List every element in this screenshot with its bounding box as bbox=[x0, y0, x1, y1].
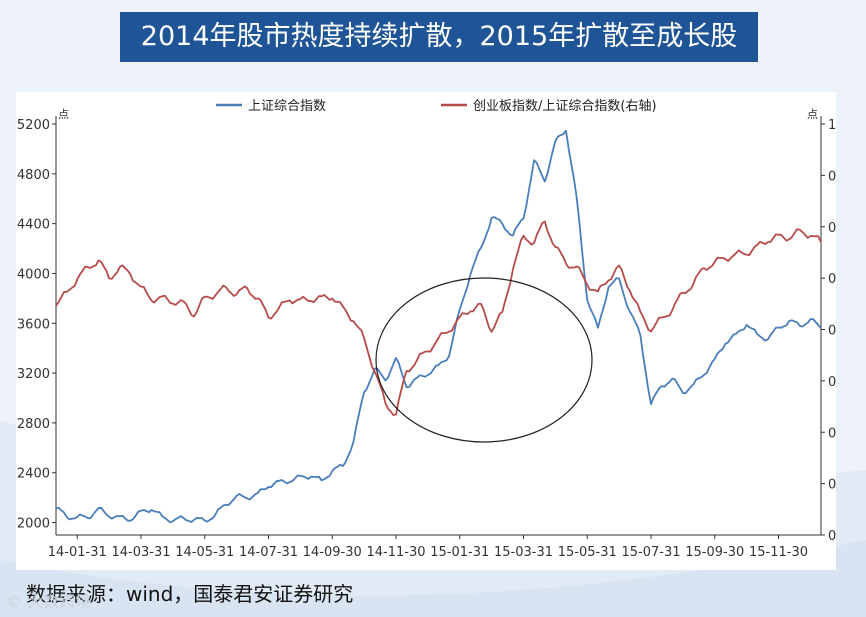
x-tick-label: 14-09-30 bbox=[303, 545, 362, 560]
y-right-tick-label: 0.3 bbox=[828, 478, 836, 493]
x-tick-label: 15-07-31 bbox=[621, 545, 680, 560]
y-left-tick-label: 3200 bbox=[17, 367, 50, 382]
legend-label: 上证综合指数 bbox=[248, 99, 326, 114]
x-tick-label: 14-11-30 bbox=[366, 545, 425, 560]
x-tick-label: 14-07-31 bbox=[239, 545, 298, 560]
y-right-tick-label: 0.7 bbox=[828, 272, 836, 287]
x-tick-label: 15-03-31 bbox=[494, 545, 553, 560]
y-left-tick-label: 2000 bbox=[17, 517, 50, 532]
watermark-logo: © 大数跨境 bbox=[6, 592, 92, 611]
x-tick-label: 15-09-30 bbox=[685, 545, 744, 560]
y-left-tick-label: 4400 bbox=[17, 218, 50, 233]
y-right-tick-label: 1.0 bbox=[828, 118, 836, 133]
y-right-tick-label: 0.6 bbox=[828, 324, 836, 339]
x-tick-label: 14-05-31 bbox=[175, 545, 234, 560]
annotation-ellipse bbox=[375, 277, 593, 443]
y-left-tick-label: 3600 bbox=[17, 317, 50, 332]
x-tick-label: 14-03-31 bbox=[111, 545, 170, 560]
legend: 上证综合指数 创业板指数/上证综合指数(右轴) bbox=[216, 99, 657, 114]
page-title: 2014年股市热度持续扩散，2015年扩散至成长股 bbox=[120, 12, 758, 62]
legend-label: 创业板指数/上证综合指数(右轴) bbox=[473, 99, 657, 114]
y-right-tick-label: 0.9 bbox=[828, 169, 836, 184]
y-axis-right-unit: 点 bbox=[807, 108, 818, 121]
y-right-tick-label: 0.5 bbox=[828, 375, 836, 390]
y-left-tick-label: 2400 bbox=[17, 467, 50, 482]
chart-panel: 点 点 2000 2400 2800 3200 3600 4000 4400 4800 5200 0.… bbox=[16, 92, 849, 570]
y-right-tick-label: 0.8 bbox=[828, 221, 836, 236]
x-tick-label: 15-01-31 bbox=[430, 545, 489, 560]
series-line-shanghai-index bbox=[55, 129, 822, 524]
y-right-tick-label: 0.2 bbox=[828, 529, 836, 544]
x-tick-label: 14-01-31 bbox=[48, 545, 107, 560]
y-left-tick-label: 5200 bbox=[17, 118, 50, 133]
y-axis-left-unit: 点 bbox=[58, 108, 69, 121]
source-note: 数据来源：wind，国泰君安证券研究 bbox=[26, 582, 354, 606]
y-right-tick-label: 0.4 bbox=[828, 426, 836, 441]
x-tick-label: 15-05-31 bbox=[558, 545, 617, 560]
y-left-tick-label: 4000 bbox=[17, 267, 50, 282]
line-chart: 点 点 2000 2400 2800 3200 3600 4000 4400 4800 5200 0.… bbox=[17, 99, 849, 560]
series-line-ratio bbox=[55, 220, 822, 416]
x-tick-label: 15-11-30 bbox=[749, 545, 808, 560]
y-left-tick-label: 2800 bbox=[17, 417, 50, 432]
y-left-tick-label: 4800 bbox=[17, 168, 50, 183]
